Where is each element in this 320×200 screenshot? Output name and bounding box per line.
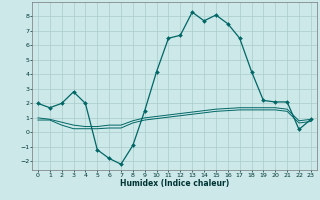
X-axis label: Humidex (Indice chaleur): Humidex (Indice chaleur) — [120, 179, 229, 188]
